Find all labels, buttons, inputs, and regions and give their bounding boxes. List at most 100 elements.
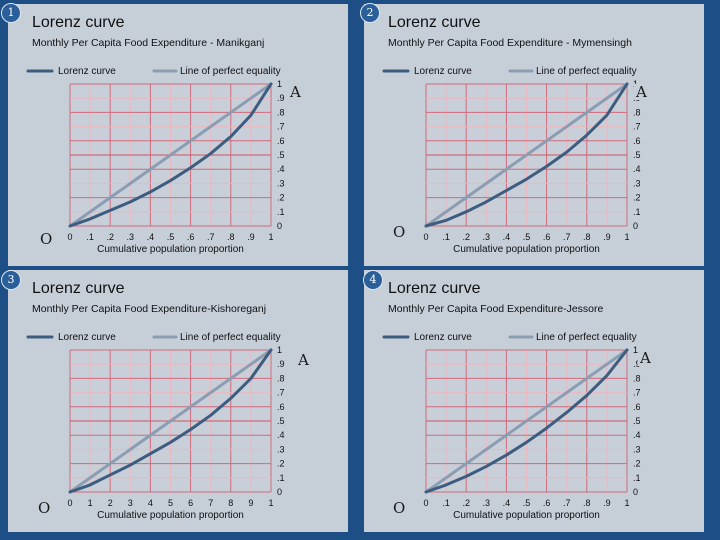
y-tick-label: .1 (277, 207, 285, 217)
marker-o: O (36, 499, 53, 517)
chart-svg: Lorenz curve Line of perfect equality 0 .1.… (26, 66, 285, 255)
y-tick-label: .2 (277, 459, 285, 469)
x-tick-label: 4 (148, 498, 153, 508)
x-axis-title: Cumulative population proportion (97, 510, 244, 521)
y-tick-label: 0 (633, 221, 638, 231)
y-tick-label: 1 (633, 345, 638, 355)
y-tick-label: .6 (277, 402, 285, 412)
x-tick-label: .8 (583, 232, 591, 242)
x-tick-label: 1 (88, 498, 93, 508)
y-tick-label: .4 (277, 164, 285, 174)
legend-label-equality: Line of perfect equality (180, 332, 281, 343)
series-line-lorenz (68, 82, 273, 228)
x-tick-label: .7 (563, 232, 571, 242)
x-tick-label: .3 (127, 232, 135, 242)
y-tick-label: .8 (277, 373, 285, 383)
y-tick-label: .2 (277, 193, 285, 203)
x-tick-label: 6 (188, 498, 193, 508)
x-tick-label: .4 (147, 232, 155, 242)
chart-panel-1: Lorenz curve Monthly Per Capita Food Exp… (8, 4, 348, 266)
y-tick-label: 1 (277, 79, 282, 89)
x-tick-label: 2 (108, 498, 113, 508)
x-tick-label: .5 (167, 232, 175, 242)
legend-label-lorenz: Lorenz curve (58, 332, 116, 343)
panel-number-badge: 3 (1, 270, 21, 290)
x-tick-label: .1 (442, 498, 450, 508)
y-tick-label: 0 (633, 487, 638, 497)
x-tick-label: .3 (483, 232, 491, 242)
x-tick-label: .4 (503, 232, 511, 242)
y-tick-label: .4 (277, 430, 285, 440)
chart-subtitle: Monthly Per Capita Food Expenditure-Kish… (32, 303, 267, 315)
y-tick-label: .1 (277, 473, 285, 483)
x-tick-label: 5 (168, 498, 173, 508)
series-line-lorenz (424, 82, 629, 228)
x-tick-label: .2 (106, 232, 114, 242)
y-tick-label: .9 (277, 93, 285, 103)
series-line-lorenz (424, 348, 629, 494)
legend-label-equality: Line of perfect equality (180, 66, 281, 77)
x-tick-label: 3 (128, 498, 133, 508)
x-tick-label: 1 (268, 232, 273, 242)
marker-o: O (391, 499, 408, 517)
x-tick-label: .4 (503, 498, 511, 508)
y-tick-label: .7 (633, 122, 641, 132)
y-tick-label: .4 (633, 164, 641, 174)
series-line-lorenz (68, 348, 273, 494)
x-tick-label: .9 (247, 232, 255, 242)
y-tick-label: .3 (277, 178, 285, 188)
chart-svg: Lorenz curve Line of perfect equality 0 .1.… (382, 332, 641, 521)
x-tick-label: 0 (67, 232, 72, 242)
chart-title: Lorenz curve (32, 280, 125, 297)
chart-svg: Lorenz curve Line of perfect equality 0 .1.… (382, 66, 641, 255)
x-tick-label: .9 (603, 232, 611, 242)
x-tick-label: 0 (67, 498, 72, 508)
y-tick-label: .7 (277, 388, 285, 398)
marker-o: O (38, 230, 55, 248)
x-tick-label: .6 (543, 232, 551, 242)
chart-title: Lorenz curve (388, 280, 481, 297)
marker-a: A (638, 349, 653, 367)
x-tick-label: 9 (248, 498, 253, 508)
y-tick-label: 0 (277, 221, 282, 231)
chart-svg: Lorenz curve Line of perfect equality 0 1 2 3… (26, 332, 285, 521)
y-tick-label: .5 (633, 416, 641, 426)
chart-subtitle: Monthly Per Capita Food Expenditure - My… (388, 37, 632, 49)
y-tick-label: .3 (633, 444, 641, 454)
y-tick-label: .4 (633, 430, 641, 440)
chart-panel-2: Lorenz curve Monthly Per Capita Food Exp… (364, 4, 704, 266)
y-tick-label: .9 (277, 359, 285, 369)
legend-label-lorenz: Lorenz curve (414, 66, 472, 77)
chart-panel-3: Lorenz curve Monthly Per Capita Food Exp… (8, 270, 348, 532)
legend-label-equality: Line of perfect equality (536, 66, 637, 77)
panel-number-badge: 1 (1, 3, 21, 23)
y-tick-label: .1 (633, 473, 641, 483)
series-line-equality (68, 348, 273, 494)
chart-title: Lorenz curve (388, 14, 481, 31)
y-tick-label: .1 (633, 207, 641, 217)
panel-number-badge: 2 (360, 3, 380, 23)
marker-o: O (391, 223, 408, 241)
y-tick-label: .8 (633, 107, 641, 117)
x-axis-title: Cumulative population proportion (453, 244, 600, 255)
legend-label-lorenz: Lorenz curve (58, 66, 116, 77)
y-tick-label: .6 (277, 136, 285, 146)
y-tick-label: .6 (633, 402, 641, 412)
chart-subtitle: Monthly Per Capita Food Expenditure - Ma… (32, 37, 265, 49)
x-tick-label: 7 (208, 498, 213, 508)
x-tick-label: .8 (227, 232, 235, 242)
x-tick-label: .7 (563, 498, 571, 508)
x-tick-label: .2 (462, 498, 470, 508)
y-tick-label: .7 (277, 122, 285, 132)
y-tick-label: .8 (633, 373, 641, 383)
y-tick-label: .5 (633, 150, 641, 160)
marker-a: A (288, 83, 303, 101)
y-tick-label: .3 (633, 178, 641, 188)
chart-title: Lorenz curve (32, 14, 125, 31)
marker-a: A (296, 351, 311, 369)
x-tick-label: 0 (423, 232, 428, 242)
y-tick-label: .2 (633, 459, 641, 469)
x-tick-label: .5 (523, 232, 531, 242)
x-axis-title: Cumulative population proportion (453, 510, 600, 521)
x-tick-label: .3 (483, 498, 491, 508)
